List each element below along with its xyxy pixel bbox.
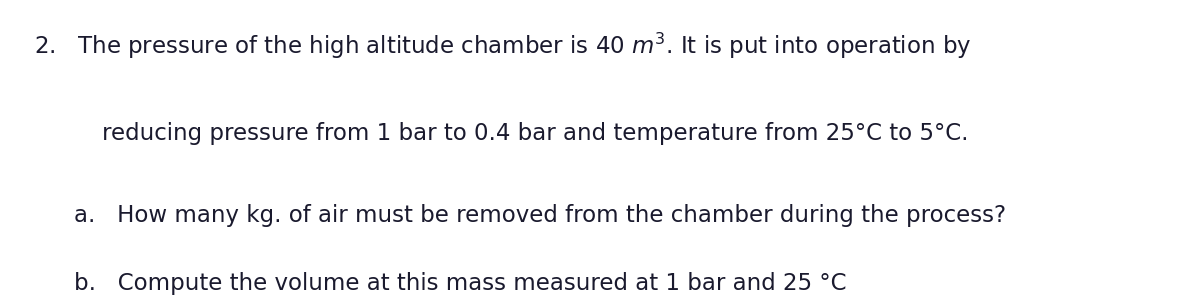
Text: reducing pressure from 1 bar to 0.4 bar and temperature from 25°C to 5°C.: reducing pressure from 1 bar to 0.4 bar …: [102, 122, 968, 146]
Text: b.   Compute the volume at this mass measured at 1 bar and 25 °C: b. Compute the volume at this mass measu…: [74, 272, 847, 295]
Text: 2.   The pressure of the high altitude chamber is 40 $m^3$. It is put into opera: 2. The pressure of the high altitude cha…: [34, 31, 971, 62]
Text: a.   How many kg. of air must be removed from the chamber during the process?: a. How many kg. of air must be removed f…: [74, 204, 1007, 227]
